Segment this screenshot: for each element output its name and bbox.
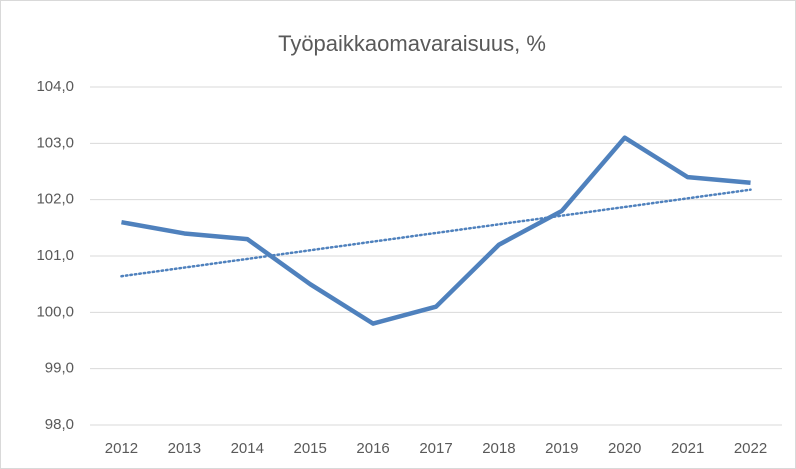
x-tick-label: 2021 [671,440,704,457]
y-tick-label: 103,0 [36,134,74,151]
x-tick-label: 2018 [482,440,515,457]
chart-title: Työpaikkaomavaraisuus, % [278,31,546,56]
y-tick-label: 102,0 [36,191,74,208]
x-tick-label: 2020 [608,440,641,457]
x-tick-label: 2012 [105,440,138,457]
x-tick-label: 2014 [231,440,264,457]
y-tick-label: 100,0 [36,303,74,320]
x-tick-label: 2015 [293,440,326,457]
y-tick-label: 98,0 [45,416,74,433]
y-tick-label: 101,0 [36,247,74,264]
trendline [120,188,752,278]
x-tick-label: 2019 [545,440,578,457]
x-tick-label: 2022 [734,440,767,457]
y-tick-label: 104,0 [36,78,74,95]
x-tick-label: 2016 [356,440,389,457]
x-tick-label: 2017 [419,440,452,457]
data-line [121,135,751,326]
x-tick-label: 2013 [168,440,201,457]
y-tick-label: 99,0 [45,360,74,377]
